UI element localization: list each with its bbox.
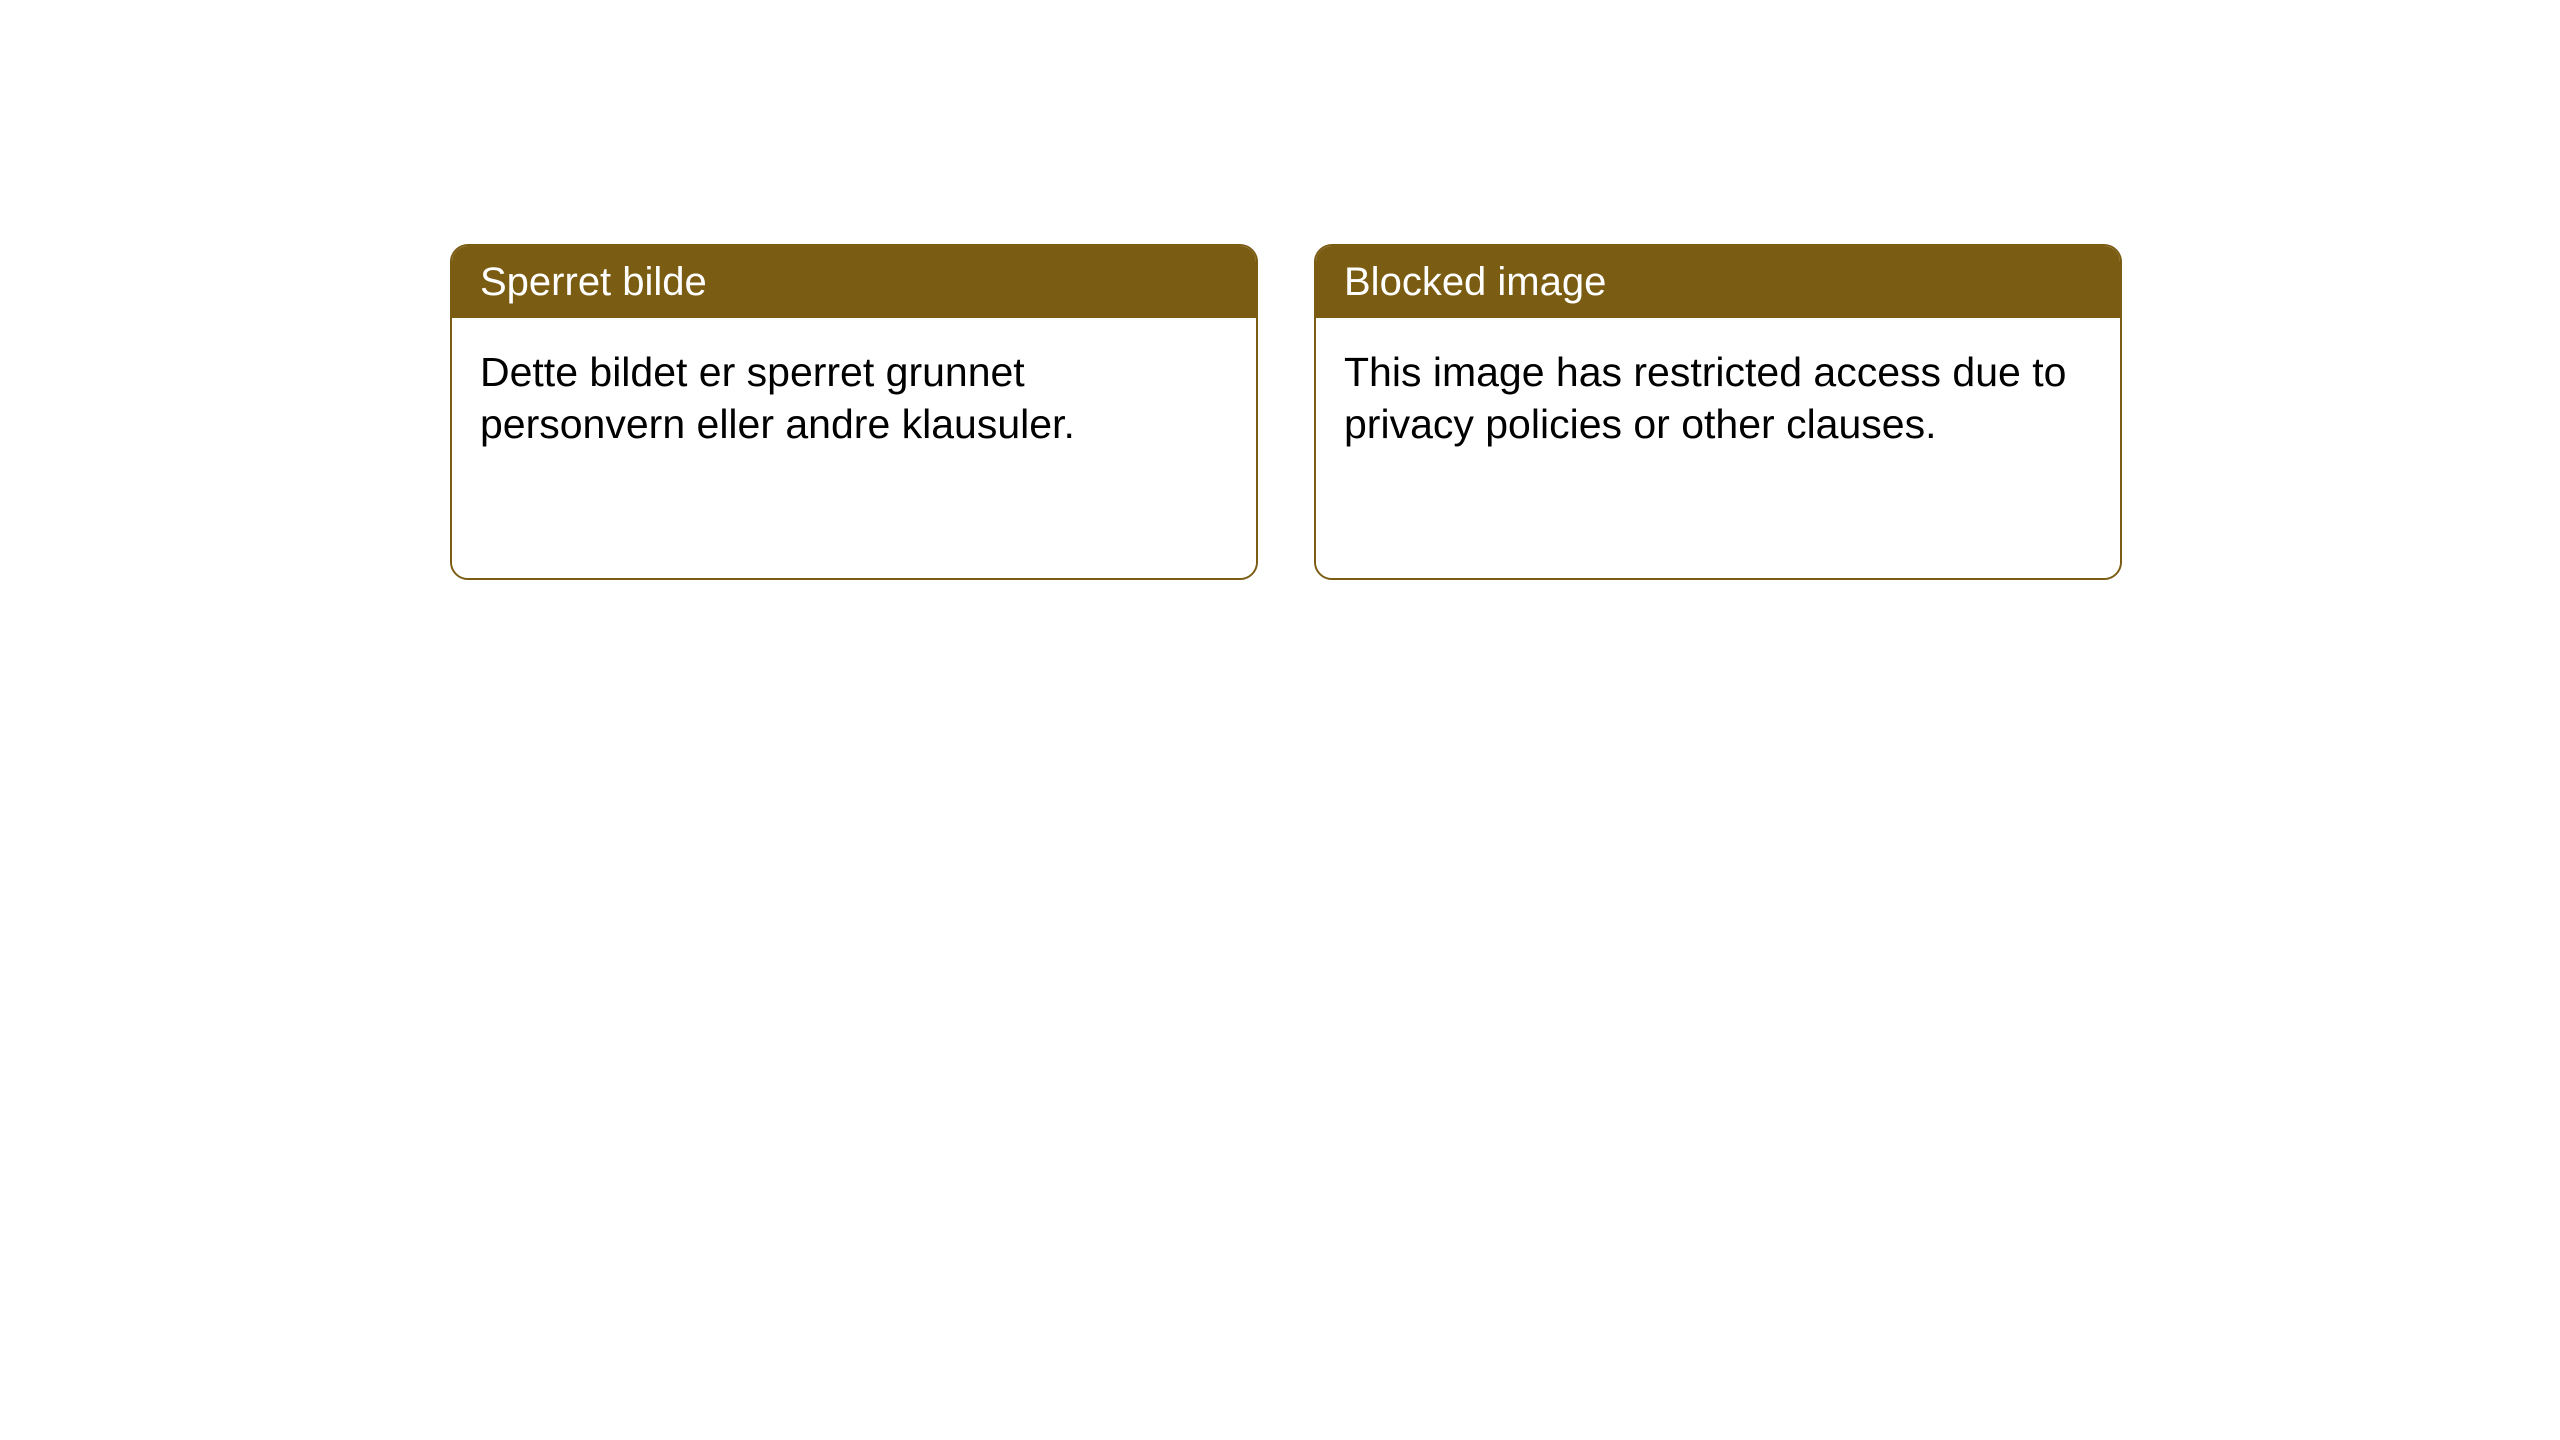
card-body: This image has restricted access due to …: [1316, 318, 2120, 578]
blocked-image-card-no: Sperret bilde Dette bildet er sperret gr…: [450, 244, 1258, 580]
notice-container: Sperret bilde Dette bildet er sperret gr…: [0, 0, 2560, 580]
card-title: Blocked image: [1316, 246, 2120, 318]
card-body: Dette bildet er sperret grunnet personve…: [452, 318, 1256, 578]
blocked-image-card-en: Blocked image This image has restricted …: [1314, 244, 2122, 580]
card-title: Sperret bilde: [452, 246, 1256, 318]
